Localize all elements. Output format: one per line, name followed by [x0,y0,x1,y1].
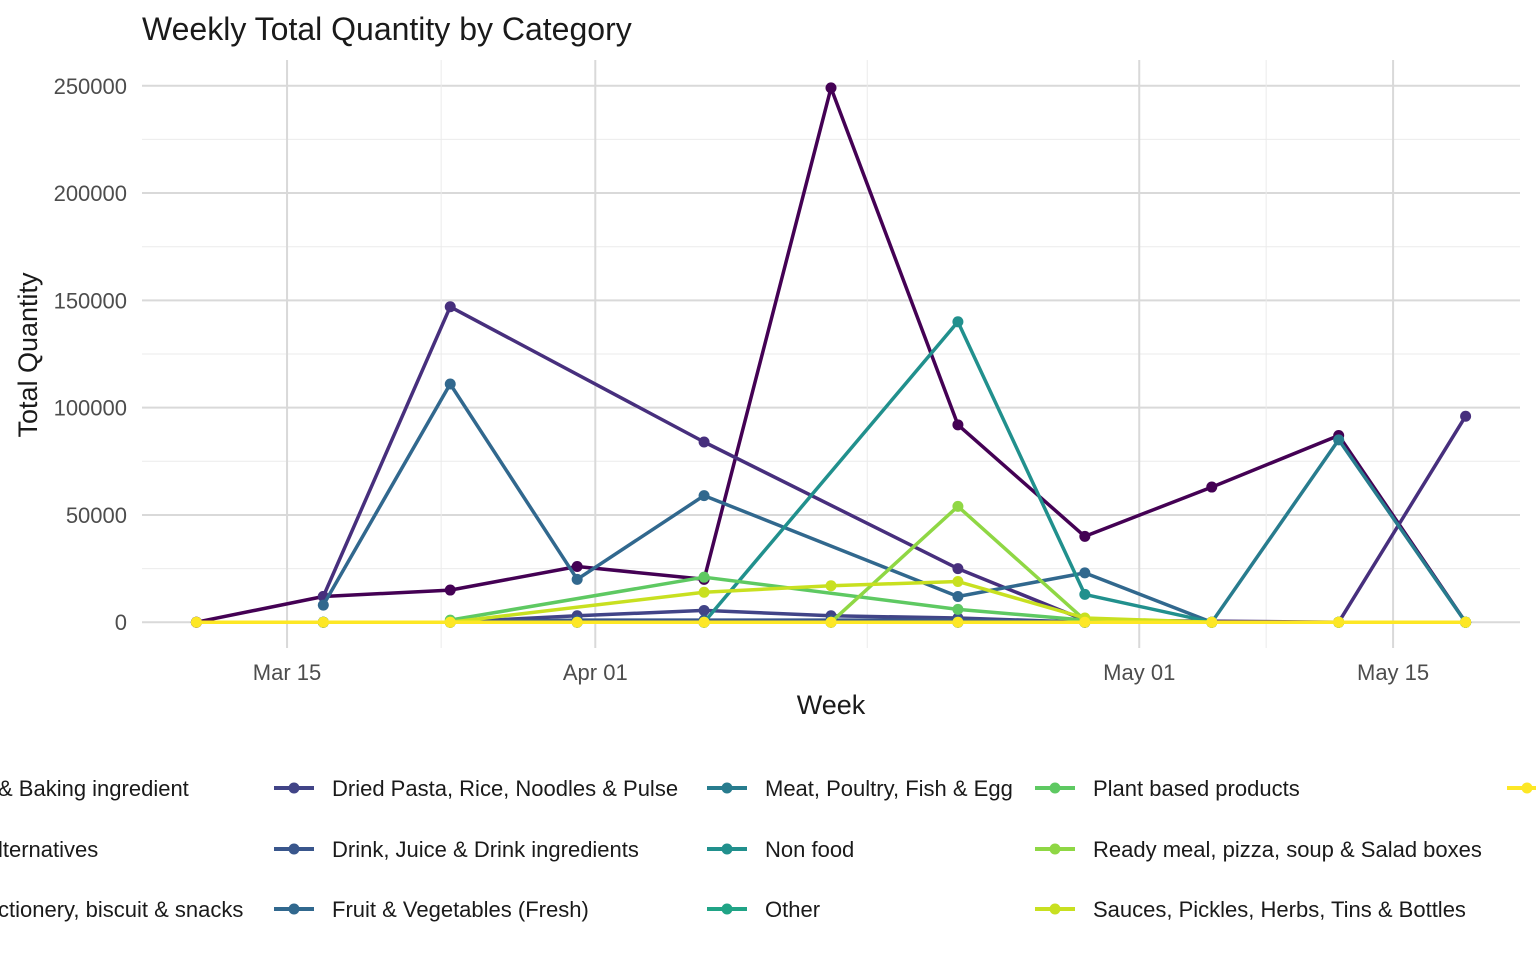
data-point [1079,530,1091,542]
legend-item: Non food [707,837,854,862]
legend-key-dot [721,843,733,855]
data-point [1333,434,1345,446]
y-tick-label: 0 [115,610,127,635]
x-tick-label: Mar 15 [253,660,321,685]
legend-key-dot [1521,782,1533,794]
legend-label: Drink, Juice & Drink ingredients [332,837,639,862]
data-point [190,616,202,628]
legend-key-dot [1049,843,1061,855]
series [317,301,1472,628]
legend-item: Ready meal, pizza, soup & Salad boxes [1035,837,1482,862]
data-point [952,500,964,512]
data-point [1206,616,1218,628]
data-point [698,436,710,448]
data-point [444,616,456,628]
data-point [1079,567,1091,579]
data-point [698,586,710,598]
legend-label: Dried Pasta, Rice, Noodles & Pulse [332,776,678,801]
legend-label: Ready meal, pizza, soup & Salad boxes [1093,837,1482,862]
series-lines [190,82,1472,628]
chart-title: Weekly Total Quantity by Category [142,11,632,47]
legend-item: Drink, Juice & Drink ingredients [274,837,639,862]
data-point [444,378,456,390]
series-line [323,438,1468,624]
legend-key-dot [1049,903,1061,915]
data-point [952,590,964,602]
legend-label: Meat, Poultry, Fish & Egg [765,776,1013,801]
data-point [952,419,964,431]
legend-item: Dried Pasta, Rice, Noodles & Pulse [274,776,678,801]
legend-key-dot [1049,782,1061,794]
series-line [196,86,1468,624]
data-point [317,599,329,611]
y-axis-title: Total Quantity [13,272,43,438]
data-point [1460,616,1472,628]
legend-label: Non food [765,837,854,862]
legend-item: Plant based products [1035,776,1300,801]
legend-item: Meat, Poultry, Fish & Egg [707,776,1013,801]
legend-label: & Baking ingredient [0,776,189,801]
legend-label: ctionery, biscuit & snacks [0,897,243,922]
data-point [952,603,964,615]
legend-item: & Baking ingredient [0,776,189,801]
data-point [952,563,964,575]
legend: & Baking ingredient lternatives ctionery, … [0,776,1536,922]
data-point [698,604,710,616]
data-point [952,616,964,628]
legend-item [1507,782,1536,794]
data-point [317,616,329,628]
legend-label: Other [765,897,820,922]
legend-item: lternatives [0,837,98,862]
legend-item: ctionery, biscuit & snacks [0,897,243,922]
legend-item: Sauces, Pickles, Herbs, Tins & Bottles [1035,897,1466,922]
data-point [698,490,710,502]
legend-key-dot [288,843,300,855]
legend-item: Fruit & Vegetables (Fresh) [274,897,589,922]
x-tick-label: May 01 [1103,660,1175,685]
y-tick-label: 100000 [54,396,127,421]
data-point [698,616,710,628]
data-point [444,584,456,596]
data-point [1079,616,1091,628]
legend-label: Sauces, Pickles, Herbs, Tins & Bottles [1093,897,1466,922]
data-point [1460,410,1472,422]
y-tick-label: 150000 [54,288,127,313]
data-point [698,571,710,583]
axis-ticks: 0 50000 100000 150000 200000 250000 Mar 15 Apr … [54,74,1430,685]
data-point [952,316,964,328]
data-point [1206,481,1218,493]
data-point [825,616,837,628]
data-point [571,573,583,585]
x-axis-title: Week [797,690,866,720]
legend-label: lternatives [0,837,98,862]
legend-label: Plant based products [1093,776,1300,801]
data-point [1333,616,1345,628]
series [190,616,1472,628]
legend-key-dot [721,903,733,915]
legend-label: Fruit & Vegetables (Fresh) [332,897,589,922]
legend-key-dot [288,782,300,794]
data-point [444,301,456,313]
series [317,434,1472,628]
series [317,378,1472,628]
data-point [1079,588,1091,600]
x-tick-label: Apr 01 [563,660,628,685]
y-tick-label: 250000 [54,74,127,99]
data-point [825,580,837,592]
legend-key-dot [288,903,300,915]
data-point [571,616,583,628]
data-point [571,560,583,572]
legend-item: Other [707,897,820,922]
legend-key-dot [721,782,733,794]
data-point [825,82,837,94]
data-point [952,575,964,587]
y-tick-label: 200000 [54,181,127,206]
x-tick-label: May 15 [1357,660,1429,685]
y-tick-label: 50000 [66,503,127,528]
